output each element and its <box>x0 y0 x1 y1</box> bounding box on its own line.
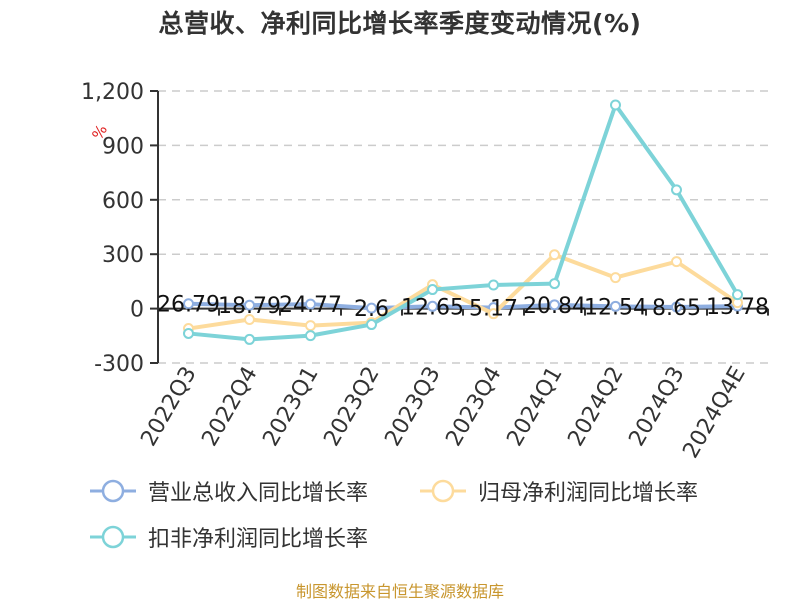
series-lines <box>183 99 743 345</box>
data-point[interactable] <box>671 301 682 313</box>
data-point[interactable] <box>244 313 255 325</box>
data-point[interactable] <box>732 289 743 301</box>
y-tick-label: 1,200 <box>81 80 144 105</box>
x-tick-label: 2023Q4 <box>441 363 506 451</box>
data-label: 12.65 <box>401 295 464 320</box>
data-point[interactable] <box>610 300 621 312</box>
data-label: 20.84 <box>523 294 586 319</box>
data-label: 18.79 <box>218 294 281 319</box>
y-tick-label: -300 <box>94 352 144 377</box>
data-label: 13.78 <box>706 295 769 320</box>
data-source-note: 制图数据来自恒生聚源数据库 <box>295 582 504 601</box>
legend-item-net-profit[interactable]: 归母净利润同比增长率 <box>418 476 698 506</box>
data-label: 12.54 <box>584 295 647 320</box>
x-tick-label: 2024Q4E <box>678 363 750 463</box>
x-tick-label: 2023Q1 <box>258 363 323 451</box>
data-point[interactable] <box>427 300 438 312</box>
x-tick-label: 2023Q2 <box>319 363 384 451</box>
x-tick-label: 2024Q3 <box>624 363 689 451</box>
data-label: 8.65 <box>652 296 701 321</box>
data-point[interactable] <box>305 320 316 332</box>
legend-item-deducted-net-profit[interactable]: 扣非净利润同比增长率 <box>88 522 368 552</box>
series-line <box>188 301 738 311</box>
y-tick-label: 0 <box>130 298 144 323</box>
x-tick-label: 2022Q3 <box>136 363 201 451</box>
data-point[interactable] <box>549 299 560 311</box>
data-point[interactable] <box>671 256 682 268</box>
legend-label: 营业总收入同比增长率 <box>148 481 369 506</box>
y-axis: -300 0 300 600 900 1,200 <box>81 80 159 377</box>
data-point[interactable] <box>427 284 438 296</box>
data-label: 24.77 <box>279 293 342 318</box>
y-tick-label: 900 <box>102 134 144 159</box>
data-point[interactable] <box>244 333 255 345</box>
chart-title: 总营收、净利同比增长率季度变动情况(%) <box>158 9 642 38</box>
data-point[interactable] <box>305 330 316 342</box>
data-point[interactable] <box>183 327 194 339</box>
data-point[interactable] <box>549 249 560 261</box>
data-label: 26.79 <box>157 293 220 318</box>
legend-line-circle-icon <box>90 479 136 503</box>
legend-line-circle-icon <box>90 525 136 549</box>
data-point[interactable] <box>549 278 560 290</box>
x-tick-label: 2024Q1 <box>502 363 567 451</box>
data-point[interactable] <box>488 308 499 320</box>
series-line <box>188 102 740 342</box>
data-point[interactable] <box>488 279 499 291</box>
legend-line-circle-icon <box>420 479 466 503</box>
y-tick-label: 300 <box>102 243 144 268</box>
x-tick-label: 2024Q2 <box>563 363 628 451</box>
data-point[interactable] <box>244 299 255 311</box>
series-line <box>188 252 739 331</box>
x-tick-label: 2023Q3 <box>380 363 445 451</box>
x-tick-label: 2022Q4 <box>197 363 262 451</box>
data-label: 5.17 <box>469 297 518 322</box>
gridlines <box>158 90 768 364</box>
data-point[interactable] <box>610 272 621 284</box>
data-point[interactable] <box>366 319 377 331</box>
x-axis: 2022Q32022Q42023Q12023Q22023Q32023Q42024… <box>136 307 769 463</box>
data-point[interactable] <box>183 298 194 310</box>
y-tick-label: 600 <box>102 189 144 214</box>
legend-item-revenue[interactable]: 营业总收入同比增长率 <box>88 476 368 506</box>
legend-label: 归母净利润同比增长率 <box>478 481 699 506</box>
data-point[interactable] <box>366 302 377 314</box>
data-point[interactable] <box>305 298 316 310</box>
data-point[interactable] <box>671 184 682 196</box>
legend-label: 扣非净利润同比增长率 <box>148 527 369 552</box>
data-label: 2.6 <box>354 297 389 322</box>
data-point[interactable] <box>610 99 621 111</box>
